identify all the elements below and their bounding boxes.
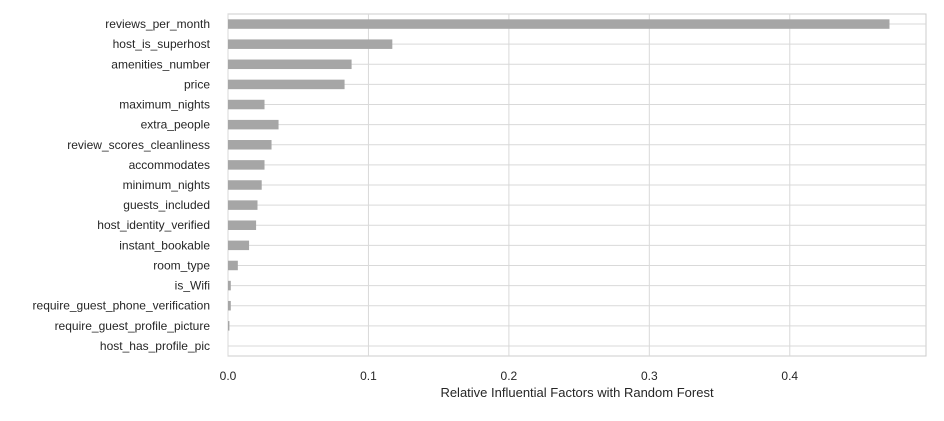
y-tick-label: host_identity_verified [97,218,210,232]
x-tick-label: 0.1 [360,369,377,383]
bar-minimum-nights [228,180,262,190]
x-axis-label: Relative Influential Factors with Random… [440,385,714,400]
x-tick-label: 0.3 [641,369,658,383]
x-tick-label: 0.2 [501,369,518,383]
y-tick-label: instant_bookable [119,238,210,252]
x-tick-label: 0.4 [781,369,798,383]
bar-amenities-number [228,59,352,70]
y-tick-label: host_has_profile_pic [100,339,210,353]
bar-reviews-per-month [228,19,890,29]
bar-require-guest-phone-verification [228,300,231,311]
y-tick-labels: reviews_per_month host_is_superhostamenit… [33,17,211,353]
y-tick-label: require_guest_phone_verification [33,299,210,313]
y-tick-label: accommodates [129,158,210,172]
x-tick-labels: 0.0 0.1 0.2 0.3 0.4 [220,369,799,383]
y-tick-label: extra_people [141,118,211,132]
bar-require-guest-profile-picture [228,321,230,331]
bar-accommodates [228,160,265,170]
y-tick-label: minimum_nights [123,178,210,192]
bar-maximum-nights [228,99,265,110]
bar-review-scores-cleanliness [228,140,272,150]
bar-is-wifi [228,280,231,291]
y-tick-label: review_scores_cleanliness [67,138,210,152]
y-tick-label: amenities_number [111,57,210,71]
y-tick-label: maximum_nights [119,98,210,112]
y-tick-label: is_Wifi [175,279,210,293]
y-tick-label: room_type [153,258,210,272]
bar-room-type [228,260,238,271]
bar-price [228,79,345,90]
y-tick-label: guests_included [123,198,210,212]
bar-host-identity-verified [228,220,257,230]
y-tick-label: require_guest_profile_picture [55,319,211,333]
y-tick-label: price [184,77,210,91]
bar-extra-people [228,119,279,130]
y-tick-label: reviews_per_month [105,17,210,31]
bars [228,19,890,331]
y-tick-label: host_is_superhost [113,37,211,51]
bar-guests-included [228,200,258,210]
bar-instant-bookable [228,240,250,251]
bar-host-is-superhost [228,39,393,49]
x-tick-label: 0.0 [220,369,237,383]
